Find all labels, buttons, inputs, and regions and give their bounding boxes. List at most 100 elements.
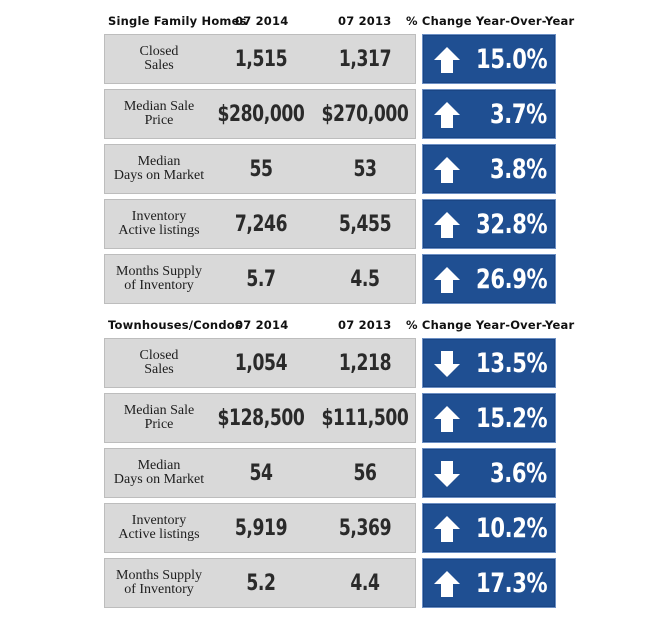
arrow-up-icon (434, 102, 460, 128)
change-header: % Change Year-Over-Year (406, 14, 575, 28)
metric-label-line2: of Inventory (124, 278, 194, 293)
stat-row: Median Days on Market 55 53 3.8% (104, 144, 556, 194)
arrow-down-icon (434, 461, 460, 487)
single-family-section: Single Family Homes 07 2014 07 2013 % Ch… (104, 8, 574, 309)
change-box: 32.8% (422, 199, 556, 249)
change-percent: 17.3% (475, 567, 548, 599)
metric-label-line1: Median (137, 154, 181, 169)
value-2014: 5,919 (234, 515, 288, 541)
value-2014: 54 (249, 460, 273, 486)
metric-label: Inventory Active listings (105, 504, 213, 552)
section-header: Townhouses/Condos 07 2014 07 2013 % Chan… (104, 312, 574, 338)
change-percent: 32.8% (475, 208, 548, 240)
metric-label-line2: Price (144, 417, 174, 432)
arrow-up-icon (434, 571, 460, 597)
metric-label-line2: Active listings (118, 223, 200, 238)
values-panel: Median Days on Market 54 56 (104, 448, 416, 498)
stat-rows: Closed Sales 1,054 1,218 13.5% Median Sale Pri… (104, 338, 556, 608)
arrow-up-icon (434, 406, 460, 432)
metric-label-line2: Days on Market (113, 168, 205, 183)
values-panel: Median Days on Market 55 53 (104, 144, 416, 194)
value-2013: 5,369 (338, 515, 392, 541)
stat-row: Closed Sales 1,515 1,317 15.0% (104, 34, 556, 84)
change-box: 3.8% (422, 144, 556, 194)
arrow-up-icon (434, 212, 460, 238)
values-panel: Inventory Active listings 7,246 5,455 (104, 199, 416, 249)
change-box: 3.7% (422, 89, 556, 139)
stat-row: Closed Sales 1,054 1,218 13.5% (104, 338, 556, 388)
townhouses-condos-section: Townhouses/Condos 07 2014 07 2013 % Chan… (104, 312, 574, 613)
change-percent: 10.2% (475, 512, 548, 544)
metric-label-line1: Closed (139, 348, 179, 363)
values-panel: Inventory Active listings 5,919 5,369 (104, 503, 416, 553)
change-percent: 13.5% (475, 347, 548, 379)
stat-row: Inventory Active listings 7,246 5,455 32.8% (104, 199, 556, 249)
metric-label: Closed Sales (105, 35, 213, 83)
stat-rows: Closed Sales 1,515 1,317 15.0% Median Sale Pri… (104, 34, 556, 304)
metric-label: Median Sale Price (105, 394, 213, 442)
values-panel: Closed Sales 1,054 1,218 (104, 338, 416, 388)
metric-label-line2: Days on Market (113, 472, 205, 487)
change-percent: 3.6% (490, 457, 547, 489)
values-panel: Median Sale Price $280,000 $270,000 (104, 89, 416, 139)
metric-label-line2: of Inventory (124, 582, 194, 597)
category-header: Townhouses/Condos (108, 318, 242, 332)
value-2013: 1,317 (338, 46, 392, 72)
change-percent: 15.0% (475, 43, 548, 75)
metric-label-line1: Closed (139, 44, 179, 59)
arrow-up-icon (434, 267, 460, 293)
arrow-down-icon (434, 351, 460, 377)
stat-row: Median Sale Price $280,000 $270,000 3.7% (104, 89, 556, 139)
values-panel: Months Supply of Inventory 5.7 4.5 (104, 254, 416, 304)
metric-label: Median Days on Market (105, 449, 213, 497)
stat-row: Months Supply of Inventory 5.2 4.4 17.3% (104, 558, 556, 608)
year-2013-header: 07 2013 (338, 318, 392, 332)
metric-label-line2: Price (144, 113, 174, 128)
metric-label-line1: Months Supply (116, 568, 202, 583)
change-header: % Change Year-Over-Year (406, 318, 575, 332)
value-2014: 1,054 (234, 350, 288, 376)
year-2014-header: 07 2014 (235, 14, 289, 28)
change-percent: 3.8% (490, 153, 547, 185)
change-percent: 15.2% (475, 402, 548, 434)
value-2014: $280,000 (217, 101, 305, 127)
change-box: 15.2% (422, 393, 556, 443)
metric-label: Inventory Active listings (105, 200, 213, 248)
metric-label-line1: Inventory (131, 513, 187, 528)
value-2014: 7,246 (234, 211, 288, 237)
year-2014-header: 07 2014 (235, 318, 289, 332)
values-panel: Months Supply of Inventory 5.2 4.4 (104, 558, 416, 608)
metric-label: Median Days on Market (105, 145, 213, 193)
value-2014: 55 (249, 156, 273, 182)
value-2013: 4.4 (350, 570, 380, 596)
metric-label: Months Supply of Inventory (105, 255, 213, 303)
metric-label-line2: Sales (144, 58, 174, 73)
metric-label-line1: Months Supply (116, 264, 202, 279)
value-2013: 1,218 (338, 350, 392, 376)
section-header: Single Family Homes 07 2014 07 2013 % Ch… (104, 8, 574, 34)
arrow-up-icon (434, 516, 460, 542)
stat-row: Median Days on Market 54 56 3.6% (104, 448, 556, 498)
change-box: 26.9% (422, 254, 556, 304)
metric-label-line1: Median (137, 458, 181, 473)
value-2014: $128,500 (217, 405, 305, 431)
value-2013: $111,500 (321, 405, 409, 431)
value-2014: 5.2 (246, 570, 276, 596)
metric-label-line2: Active listings (118, 527, 200, 542)
metric-label: Median Sale Price (105, 90, 213, 138)
value-2013: $270,000 (321, 101, 409, 127)
category-header: Single Family Homes (108, 14, 247, 28)
metric-label-line1: Median Sale (123, 403, 195, 418)
value-2013: 5,455 (338, 211, 392, 237)
change-box: 13.5% (422, 338, 556, 388)
arrow-up-icon (434, 157, 460, 183)
value-2013: 53 (353, 156, 377, 182)
values-panel: Median Sale Price $128,500 $111,500 (104, 393, 416, 443)
arrow-up-icon (434, 47, 460, 73)
value-2013: 56 (353, 460, 377, 486)
metric-label-line2: Sales (144, 362, 174, 377)
value-2014: 5.7 (246, 266, 276, 292)
value-2014: 1,515 (234, 46, 288, 72)
change-box: 15.0% (422, 34, 556, 84)
change-box: 17.3% (422, 558, 556, 608)
